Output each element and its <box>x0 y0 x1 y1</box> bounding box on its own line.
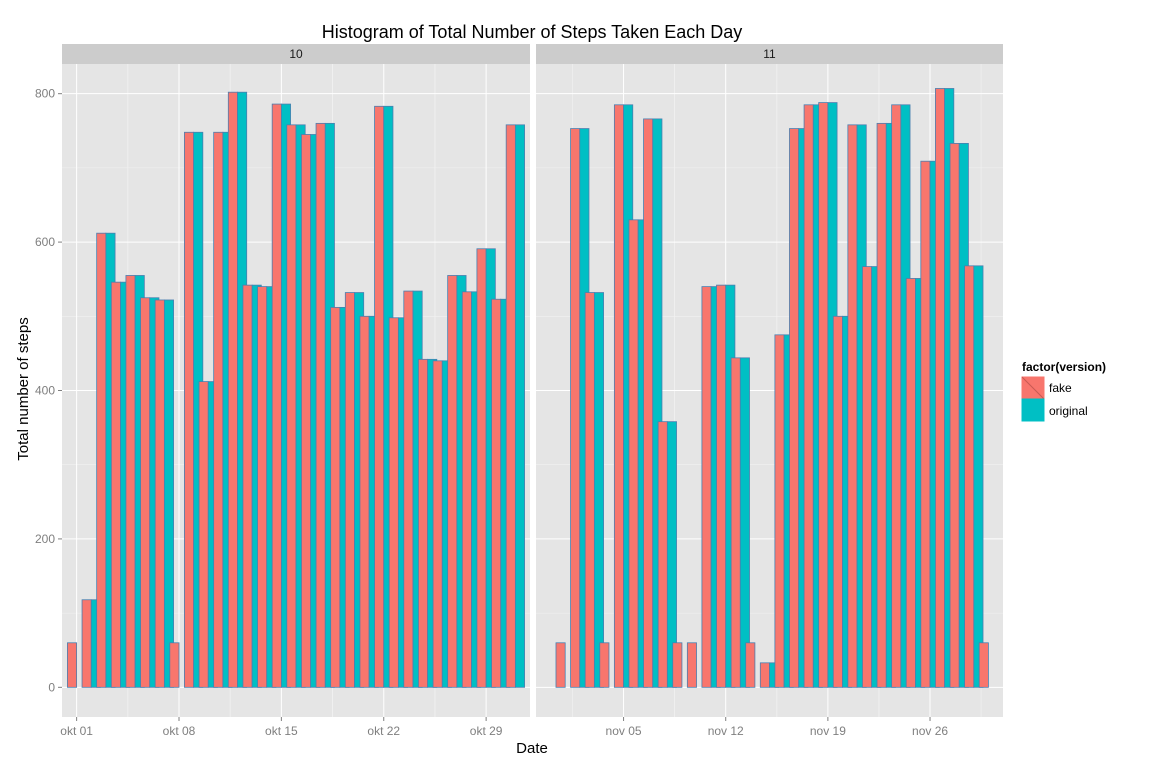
bar-fake <box>301 134 312 688</box>
bar-fake <box>432 360 443 688</box>
facet-strip <box>62 44 530 64</box>
bar-fake <box>978 642 989 688</box>
bar-fake <box>96 232 107 688</box>
x-tick-label: nov 19 <box>810 724 846 738</box>
bar-fake <box>818 102 829 688</box>
bar-fake <box>476 248 487 688</box>
y-axis: 0 200 400 600 800 <box>35 87 62 694</box>
bar-fake <box>227 91 238 688</box>
bar-fake <box>271 103 282 688</box>
bar-fake <box>344 292 355 688</box>
bar-fake <box>905 278 916 688</box>
bar-fake <box>140 297 151 688</box>
bar-fake <box>774 334 785 688</box>
bar-fake <box>198 381 209 688</box>
bar-fake <box>745 642 756 688</box>
bar-fake <box>789 128 800 688</box>
bar-fake <box>599 642 610 688</box>
bar-fake <box>81 599 92 688</box>
bar-fake <box>584 292 595 688</box>
bar-fake <box>461 291 472 688</box>
x-tick-label: nov 05 <box>606 724 642 738</box>
x-tick-label: okt 22 <box>367 724 400 738</box>
bar-fake <box>359 315 370 688</box>
bar-fake <box>716 284 727 688</box>
bar-fake <box>862 266 873 688</box>
bar-fake <box>672 642 683 688</box>
bar-fake <box>920 160 931 688</box>
y-tick-label: 0 <box>48 680 55 694</box>
y-axis-title: Total number of steps <box>15 317 32 460</box>
bar-fake <box>315 122 326 688</box>
x-axis-title: Date <box>516 740 548 757</box>
bar-fake <box>213 131 224 688</box>
bar-fake <box>388 317 399 688</box>
bar-fake <box>657 421 668 688</box>
bar-fake <box>686 642 697 688</box>
x-tick-label: okt 15 <box>265 724 298 738</box>
bar-fake <box>570 128 581 688</box>
bar-fake <box>730 357 741 688</box>
bar-original <box>973 265 984 688</box>
bar-original <box>593 292 604 688</box>
bar-fake <box>643 118 654 688</box>
facet-strip <box>536 44 1003 64</box>
bar-original <box>514 124 525 688</box>
y-tick-label: 400 <box>35 384 55 398</box>
bar-fake <box>330 306 341 688</box>
bar-fake <box>505 124 516 688</box>
legend-title: factor(version) <box>1022 360 1106 374</box>
x-tick-label: nov 12 <box>708 724 744 738</box>
y-tick-label: 600 <box>35 235 55 249</box>
bar-original <box>652 118 663 688</box>
bar-fake <box>242 284 253 688</box>
legend-label-fake: fake <box>1049 381 1072 395</box>
bar-fake <box>832 315 843 688</box>
bar-fake <box>110 281 121 688</box>
bar-fake <box>418 358 429 688</box>
bar-fake <box>286 124 297 688</box>
legend: factor(version) fake original <box>1021 360 1106 422</box>
facet-strip-label: 10 <box>289 47 303 61</box>
facet-panel-11: 11 nov 05 nov 12 nov 19 nov 26 <box>536 44 1003 738</box>
bar-fake <box>491 298 502 688</box>
bar-fake <box>964 265 975 688</box>
x-tick-label: nov 26 <box>912 724 948 738</box>
bar-fake <box>184 131 195 688</box>
legend-key-original <box>1021 398 1045 422</box>
bar-fake <box>257 286 268 688</box>
bar-fake <box>125 275 136 688</box>
bar-fake <box>847 124 858 688</box>
facet-strip-label: 11 <box>763 47 776 61</box>
bar-fake <box>403 290 414 688</box>
y-tick-label: 200 <box>35 532 55 546</box>
bar-fake <box>67 642 78 688</box>
bar-fake <box>154 299 165 688</box>
y-tick-label: 800 <box>35 87 55 101</box>
bar-fake <box>555 642 566 688</box>
bar-fake <box>374 105 385 688</box>
x-tick-label: okt 01 <box>60 724 93 738</box>
bar-fake <box>628 219 639 688</box>
chart-title: Histogram of Total Number of Steps Taken… <box>322 22 743 42</box>
x-tick-label: okt 08 <box>163 724 196 738</box>
bar-fake <box>759 662 770 688</box>
bar-fake <box>447 275 458 688</box>
bar-fake <box>876 122 887 688</box>
bar-fake <box>803 104 814 688</box>
bar-fake <box>701 286 712 688</box>
facet-panel-10: 10 okt 01 okt 08 okt 15 okt 22 okt 29 <box>60 44 530 738</box>
legend-label-original: original <box>1049 404 1088 418</box>
bar-fake <box>935 88 946 688</box>
legend-key-fake-slash <box>1021 376 1045 400</box>
bar-fake <box>891 104 902 688</box>
bar-fake <box>949 142 960 688</box>
bar-original <box>739 357 750 688</box>
bar-fake <box>169 642 180 688</box>
bar-original <box>163 299 174 688</box>
bar-fake <box>613 104 624 688</box>
x-tick-label: okt 29 <box>470 724 503 738</box>
bar-original <box>666 421 677 688</box>
